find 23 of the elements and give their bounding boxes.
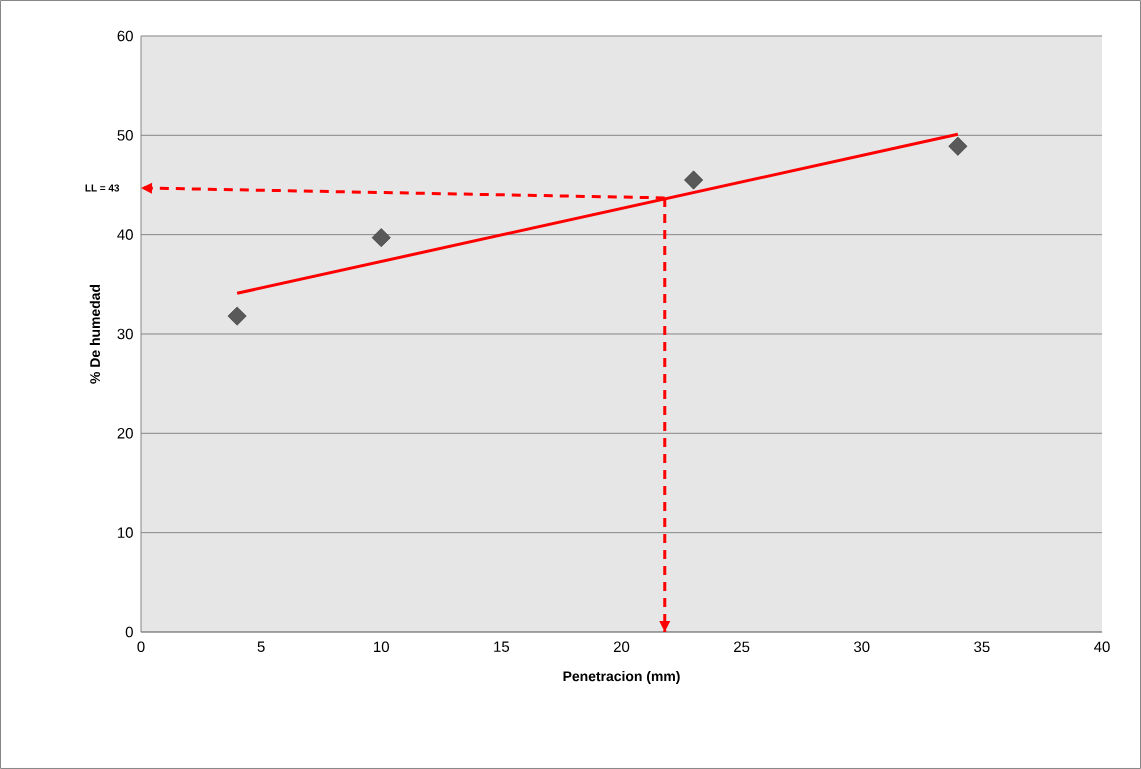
y-tick-label: 0 [125,626,133,638]
y-tick-label: 50 [117,130,133,141]
x-axis-title: Penetracion (mm) [563,670,680,684]
x-tick-label: 10 [374,641,389,653]
x-tick-label: 30 [854,641,870,653]
x-tick-label: 25 [734,641,750,653]
y-tick-label: 30 [117,328,133,340]
x-tick-label: 5 [257,641,265,652]
point [684,170,703,190]
y-axis-title: % De humedad [89,284,101,384]
y-tick-label: 60 [117,30,133,42]
point [227,306,247,326]
x-tick-label: 20 [613,641,630,653]
y-tick-label: 10 [118,527,133,538]
point [948,136,968,156]
y-tick-label: 40 [117,229,133,240]
y-tick-label: 20 [117,428,133,439]
x-tick-label: 15 [494,641,510,652]
point [371,228,391,248]
annotation: LL = 43 [85,184,120,192]
x-tick-label: 35 [974,641,990,653]
x-tick-label: 40 [1094,641,1110,653]
x-tick-label: 0 [137,641,145,653]
